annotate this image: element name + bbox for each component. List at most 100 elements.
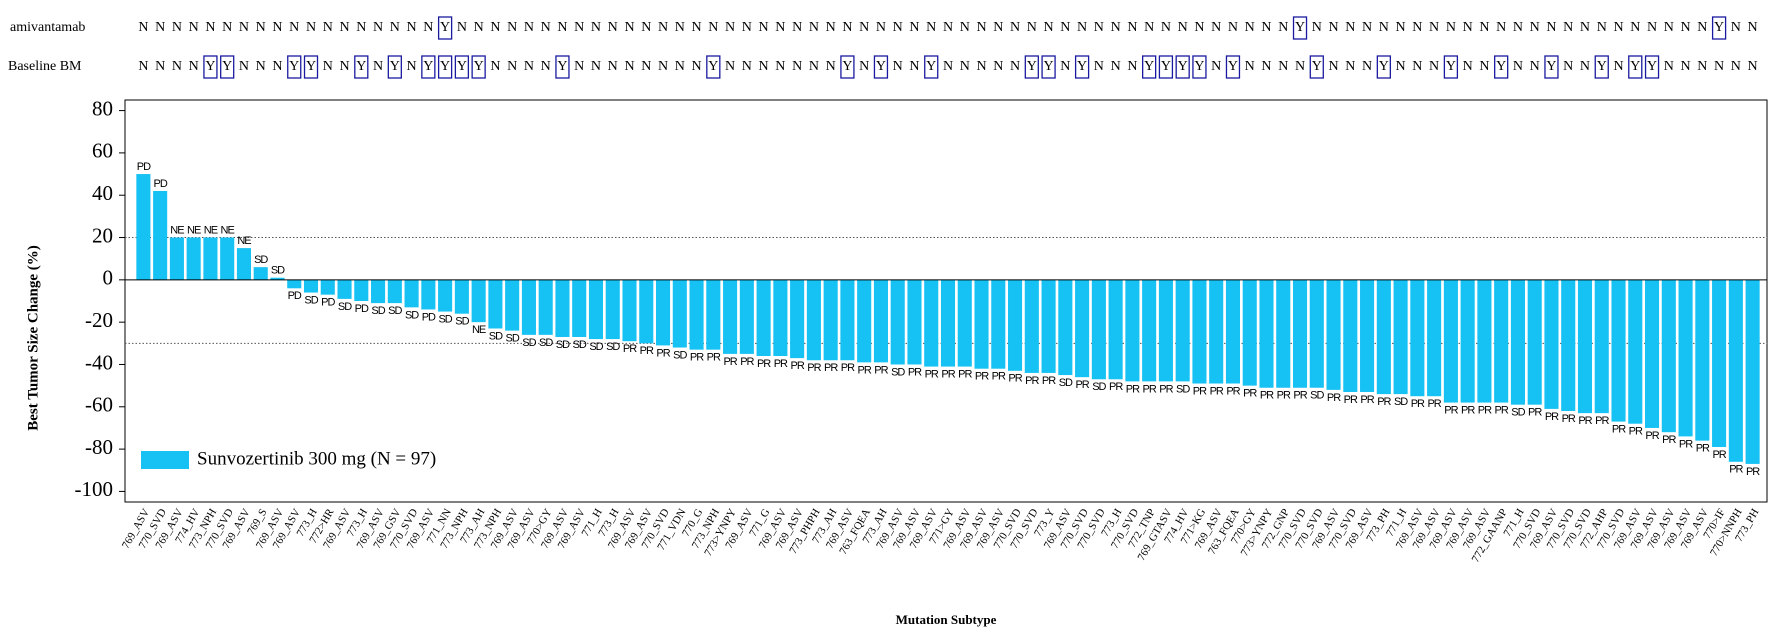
row-flag: Y: [289, 59, 299, 74]
row-flag: N: [256, 20, 266, 35]
bar: [371, 279, 386, 304]
bar-annotation: PR: [1495, 404, 1509, 416]
bar: [723, 279, 738, 354]
row-flag: N: [691, 20, 701, 35]
row-flag: N: [1463, 20, 1473, 35]
bar: [1108, 279, 1123, 380]
bar-annotation: PR: [774, 358, 788, 370]
row-flag: N: [893, 20, 903, 35]
row-flag: N: [842, 20, 852, 35]
bar-annotation: PR: [1025, 375, 1039, 387]
row-flag: N: [909, 20, 919, 35]
row-flag: Y: [557, 59, 567, 74]
bar: [857, 279, 872, 363]
y-tick-label: -40: [85, 350, 113, 374]
row-flag: Y: [390, 59, 400, 74]
row-flag: N: [323, 59, 333, 74]
row-flag: N: [1010, 59, 1020, 74]
row-flag: Y: [1647, 59, 1657, 74]
row-flag: N: [1228, 20, 1238, 35]
bar-annotation: PR: [1444, 404, 1458, 416]
row-flag: N: [1412, 59, 1422, 74]
bar: [1577, 279, 1593, 414]
bar-annotation: PR: [908, 366, 922, 378]
bar-annotation: PR: [1595, 415, 1609, 427]
bar: [890, 279, 905, 365]
bar-annotation: SD: [539, 337, 553, 349]
bar: [354, 279, 369, 301]
row-flag: N: [675, 59, 685, 74]
bar: [1209, 279, 1224, 384]
row-flag: N: [876, 20, 886, 35]
bar: [1292, 279, 1308, 388]
y-tick-label: 40: [92, 181, 113, 205]
bar: [1510, 279, 1525, 405]
bar: [236, 248, 251, 280]
bar-annotation: PR: [1243, 388, 1257, 400]
row-flag: N: [1446, 20, 1456, 35]
bar-annotation: PR: [1629, 426, 1643, 438]
row-flag: N: [138, 20, 148, 35]
bar: [1008, 279, 1023, 371]
row-flag: Y: [423, 59, 433, 74]
row-flag: N: [407, 20, 417, 35]
y-box: [840, 55, 855, 79]
bar: [572, 279, 587, 337]
y-box: [1309, 55, 1324, 79]
bar: [438, 279, 453, 312]
row-flag: N: [1697, 20, 1707, 35]
row-flag: N: [339, 59, 349, 74]
bar-annotation: PR: [1042, 375, 1056, 387]
row-flag: N: [1429, 20, 1439, 35]
bar-annotation: PR: [1226, 385, 1240, 397]
row-flag: Y: [1194, 59, 1204, 74]
row-flag: N: [708, 20, 718, 35]
bar-annotation: PR: [1277, 390, 1291, 402]
row-flag: Y: [356, 59, 366, 74]
bar: [136, 174, 151, 280]
row-flag: N: [1463, 59, 1473, 74]
row-flag: N: [608, 20, 618, 35]
y-box: [1443, 55, 1459, 79]
row-flag: N: [1613, 20, 1623, 35]
bar: [1661, 279, 1676, 433]
row-flag: N: [205, 20, 215, 35]
row-flag: N: [289, 20, 299, 35]
row-flag: N: [1362, 59, 1372, 74]
bar: [1075, 279, 1090, 378]
bar: [454, 279, 469, 314]
row-flag: N: [658, 59, 668, 74]
bar-annotation: PR: [740, 356, 754, 368]
bar-annotation: PR: [757, 358, 771, 370]
row-flag: N: [742, 20, 752, 35]
row-flag: Y: [457, 59, 467, 74]
row-flag: N: [1060, 20, 1070, 35]
bar: [1242, 279, 1257, 386]
y-box: [454, 55, 470, 79]
bar: [186, 237, 201, 280]
row-flag: N: [1328, 20, 1338, 35]
row-flag: N: [809, 20, 819, 35]
row-flag: Y: [440, 20, 450, 35]
row-flag: N: [1630, 20, 1640, 35]
row-flag: N: [1211, 20, 1221, 35]
y-tick-label: -80: [85, 435, 113, 459]
bar: [1745, 279, 1760, 464]
bar: [1376, 279, 1391, 395]
bar-annotation: PR: [1109, 381, 1123, 393]
bar-annotation: PR: [1075, 379, 1089, 391]
row-flag: Y: [708, 59, 718, 74]
bar: [538, 279, 553, 335]
bar: [203, 237, 218, 280]
bar-annotation: SD: [254, 254, 268, 266]
bar-annotation: PR: [992, 371, 1006, 383]
bar: [555, 279, 570, 337]
row-flag: N: [641, 20, 651, 35]
legend-swatch: [141, 451, 189, 469]
bar-annotation: PR: [640, 345, 654, 357]
row-flag: N: [1429, 59, 1439, 74]
row-flag: Y: [474, 59, 484, 74]
row-flag: N: [1345, 59, 1355, 74]
row-flag: N: [1479, 59, 1489, 74]
